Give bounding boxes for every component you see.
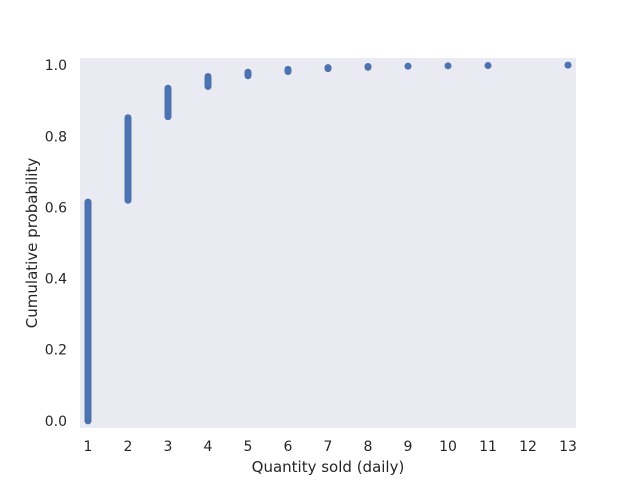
x-tick-label: 8 [364, 439, 373, 455]
x-tick-label: 9 [404, 439, 413, 455]
data-point-column-x6 [284, 65, 292, 76]
data-point-column-x5 [244, 68, 252, 80]
x-tick-label: 4 [204, 439, 213, 455]
x-tick-label: 2 [124, 439, 133, 455]
data-point-column-x3 [164, 84, 172, 121]
x-tick-label: 6 [284, 439, 293, 455]
data-point-column-x8 [364, 63, 372, 71]
data-point-column-x1 [84, 198, 92, 425]
x-tick-label: 3 [164, 439, 173, 455]
x-tick-label: 11 [479, 439, 497, 455]
y-tick-label: 0.4 [45, 272, 67, 288]
x-tick-label: 1 [84, 439, 93, 455]
x-axis-label: Quantity sold (daily) [252, 458, 405, 476]
data-points [84, 61, 572, 425]
y-tick-label: 0.6 [45, 200, 67, 216]
x-tick-label: 7 [324, 439, 333, 455]
data-point-column-x4 [204, 73, 212, 90]
data-point-column-x2 [124, 114, 132, 204]
data-point-column-x10 [444, 62, 452, 70]
y-tick-label: 0.0 [45, 414, 67, 430]
y-axis-ticks: 0.0 0.2 0.4 0.6 0.8 1.0 [45, 58, 67, 430]
y-tick-label: 0.2 [45, 343, 67, 359]
data-point-column-x13 [564, 61, 572, 69]
data-point-column-x7 [324, 64, 332, 73]
x-tick-label: 12 [519, 439, 537, 455]
data-point-column-x9 [404, 62, 412, 70]
x-tick-label: 13 [559, 439, 577, 455]
x-axis-ticks: 1 2 3 4 5 6 7 8 9 10 11 12 13 [84, 439, 577, 455]
y-axis-label: Cumulative probability [23, 158, 41, 329]
plot-area-background [80, 58, 576, 428]
x-tick-label: 5 [244, 439, 253, 455]
data-point-column-x11 [484, 61, 492, 69]
y-tick-label: 0.8 [45, 129, 67, 145]
x-tick-label: 10 [439, 439, 457, 455]
y-tick-label: 1.0 [45, 58, 67, 74]
